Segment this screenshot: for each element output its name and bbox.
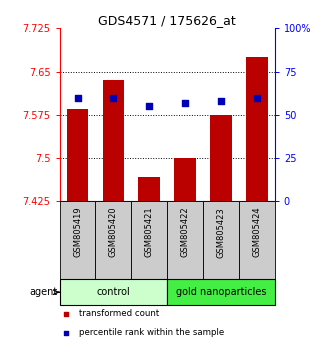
Text: transformed count: transformed count — [79, 309, 159, 318]
Title: GDS4571 / 175626_at: GDS4571 / 175626_at — [98, 14, 236, 27]
Bar — [103, 80, 124, 201]
Text: GSM805421: GSM805421 — [145, 207, 154, 257]
Bar — [131, 201, 167, 279]
Bar — [174, 158, 196, 201]
Point — [147, 103, 152, 109]
Bar — [138, 177, 160, 201]
Point — [75, 95, 80, 101]
Text: GSM805423: GSM805423 — [216, 207, 225, 258]
Point — [218, 98, 223, 104]
Bar — [203, 201, 239, 279]
Bar — [60, 279, 167, 305]
Text: control: control — [97, 287, 130, 297]
Point — [63, 330, 69, 336]
Bar — [167, 201, 203, 279]
Text: percentile rank within the sample: percentile rank within the sample — [79, 329, 224, 337]
Text: GSM805424: GSM805424 — [252, 207, 261, 257]
Bar — [167, 279, 275, 305]
Bar — [60, 201, 95, 279]
Text: GSM805420: GSM805420 — [109, 207, 118, 257]
Text: GSM805419: GSM805419 — [73, 207, 82, 257]
Point — [182, 100, 188, 105]
Bar — [239, 201, 275, 279]
Text: gold nanoparticles: gold nanoparticles — [176, 287, 266, 297]
Point — [63, 311, 69, 317]
Bar — [95, 201, 131, 279]
Bar — [67, 109, 88, 201]
Point — [254, 95, 260, 101]
Point — [111, 95, 116, 101]
Text: GSM805422: GSM805422 — [181, 207, 190, 257]
Bar — [210, 115, 232, 201]
Text: agent: agent — [29, 287, 58, 297]
Bar — [246, 57, 267, 201]
